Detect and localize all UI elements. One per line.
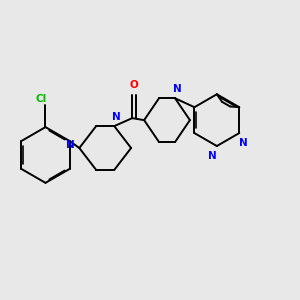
Text: N: N — [112, 112, 121, 122]
Text: N: N — [239, 138, 248, 148]
Text: Cl: Cl — [36, 94, 47, 104]
Text: N: N — [66, 140, 75, 150]
Text: O: O — [130, 80, 139, 90]
Text: N: N — [172, 84, 182, 94]
Text: N: N — [208, 151, 217, 161]
